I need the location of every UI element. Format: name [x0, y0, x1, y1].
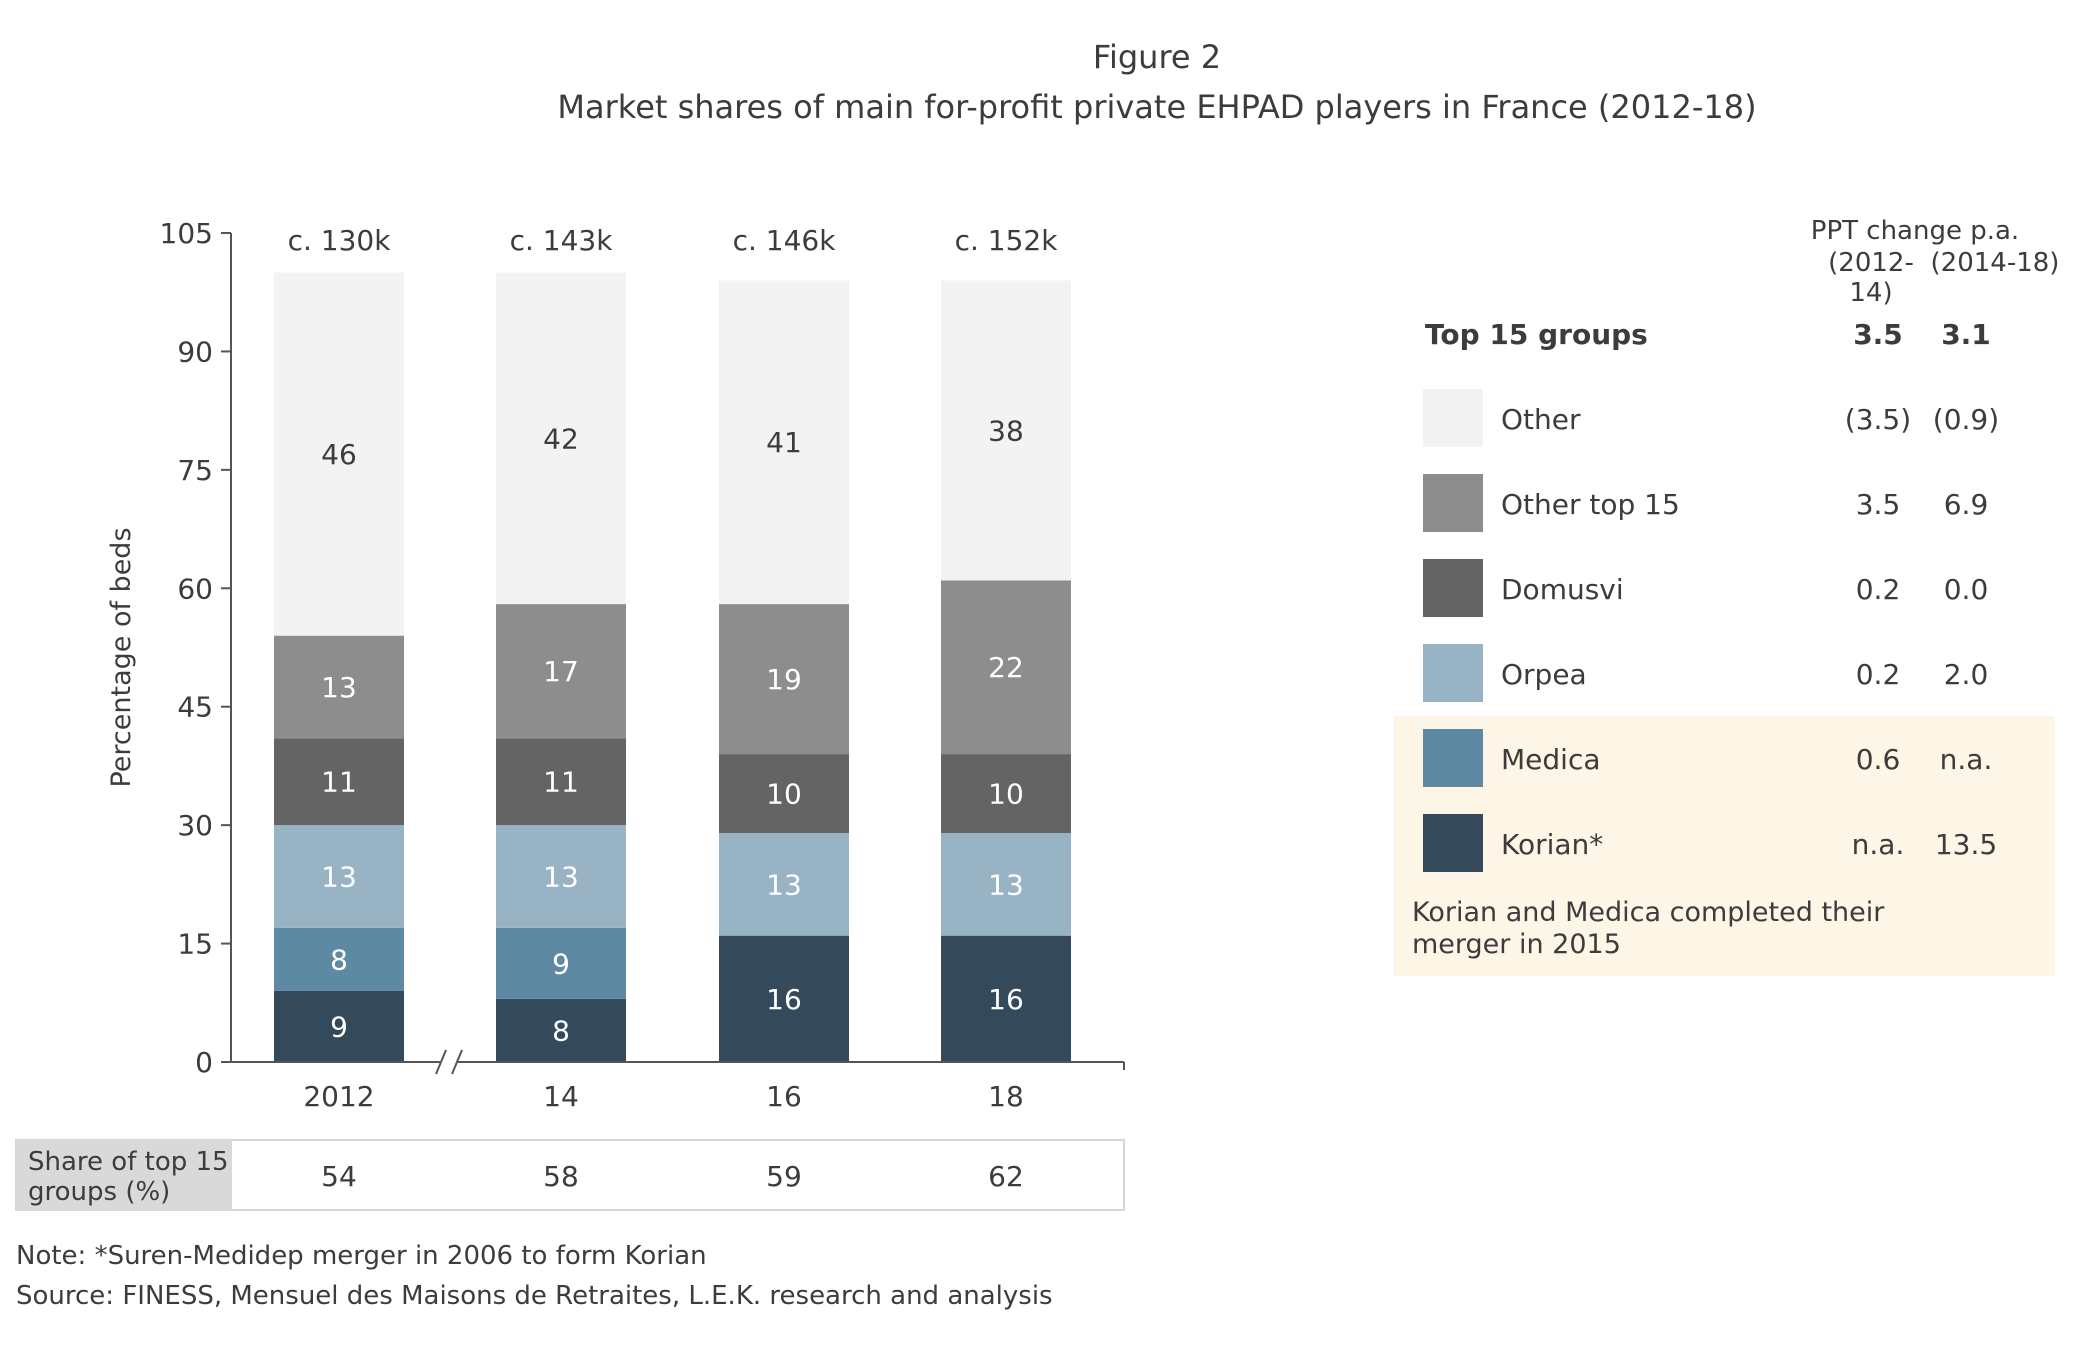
bar-segment-korian [719, 935, 849, 1062]
bar-value-label: 8 [330, 943, 348, 976]
source-text: Source: FINESS, Mensuel des Maisons de R… [16, 1281, 1053, 1311]
bar-value-label: 46 [321, 438, 357, 471]
y-axis-label: Percentage of beds [106, 527, 137, 787]
bar-segment-orpea [274, 825, 404, 928]
share-table-value: 59 [766, 1160, 802, 1193]
bar-value-label: 16 [766, 983, 802, 1016]
bar-segment-other-top-15 [719, 604, 849, 755]
bar-segment-domusvi [496, 738, 626, 826]
bar-segment-other [274, 272, 404, 636]
share-table-value: 58 [543, 1160, 579, 1193]
y-tick-label: 0 [195, 1046, 213, 1079]
figure-label: Figure 2 [1092, 38, 1222, 76]
y-tick-label: 15 [177, 928, 213, 961]
bar-segment-domusvi [941, 754, 1071, 834]
bar-value-label: 11 [543, 766, 579, 799]
bar-segment-korian [496, 998, 626, 1062]
bar-segment-other [719, 280, 849, 605]
bar-value-label: 41 [766, 426, 802, 459]
y-tick-label: 90 [177, 335, 213, 368]
bar-segment-other-top-15 [941, 580, 1071, 755]
bar-segment-other-top-15 [496, 604, 626, 739]
bar-segment-medica [496, 927, 626, 999]
y-tick-label: 60 [177, 572, 213, 605]
bar-segment-medica [274, 927, 404, 991]
chart-title: Market shares of main for-profit private… [557, 88, 1757, 126]
bar-total-label: c. 130k [288, 224, 392, 257]
share-table-value: 54 [321, 1160, 357, 1193]
share-table-label-line2: groups (%) [28, 1177, 170, 1207]
bar-value-label: 10 [988, 778, 1024, 811]
y-tick-label: 30 [177, 809, 213, 842]
bar-segment-korian [941, 935, 1071, 1062]
bar-value-label: 13 [766, 868, 802, 901]
bar-value-label: 17 [543, 655, 579, 688]
x-tick-label: 18 [988, 1080, 1024, 1113]
bar-total-label: c. 146k [733, 224, 837, 257]
bar-value-label: 13 [321, 860, 357, 893]
bar-value-label: 10 [766, 778, 802, 811]
share-table-label-line1: Share of top 15 [28, 1147, 229, 1177]
x-tick-label: 14 [543, 1080, 579, 1113]
bar-value-label: 22 [988, 651, 1024, 684]
bar-value-label: 13 [543, 860, 579, 893]
bar-segment-other [941, 280, 1071, 581]
bar-segment-domusvi [274, 738, 404, 826]
bar-value-label: 42 [543, 422, 579, 455]
y-tick-label: 45 [177, 691, 213, 724]
bar-value-label: 16 [988, 983, 1024, 1016]
bar-value-label: 9 [552, 947, 570, 980]
share-table-label-cell [16, 1140, 232, 1210]
bar-total-label: c. 152k [955, 224, 1059, 257]
share-table-value: 62 [988, 1160, 1024, 1193]
bar-value-label: 38 [988, 414, 1024, 447]
bar-segment-orpea [719, 833, 849, 936]
bar-segment-other-top-15 [274, 635, 404, 739]
bar-segment-korian [274, 990, 404, 1062]
axis-break-mark [451, 1049, 463, 1075]
bar-segment-other [496, 272, 626, 605]
y-tick-label: 105 [160, 217, 213, 250]
bar-value-label: 13 [988, 868, 1024, 901]
bar-value-label: 11 [321, 766, 357, 799]
note-text: Note: *Suren-Medidep merger in 2006 to f… [16, 1241, 707, 1271]
bar-value-label: 9 [330, 1010, 348, 1043]
x-tick-label: 16 [766, 1080, 802, 1113]
bar-segment-domusvi [719, 754, 849, 834]
bar-segment-orpea [941, 833, 1071, 936]
bar-segment-orpea [496, 825, 626, 928]
x-tick-label: 2012 [303, 1080, 374, 1113]
y-tick-label: 75 [177, 454, 213, 487]
bar-value-label: 13 [321, 671, 357, 704]
bar-value-label: 8 [552, 1014, 570, 1047]
bar-total-label: c. 143k [510, 224, 614, 257]
axis-break-mark [435, 1049, 447, 1075]
bar-value-label: 19 [766, 663, 802, 696]
